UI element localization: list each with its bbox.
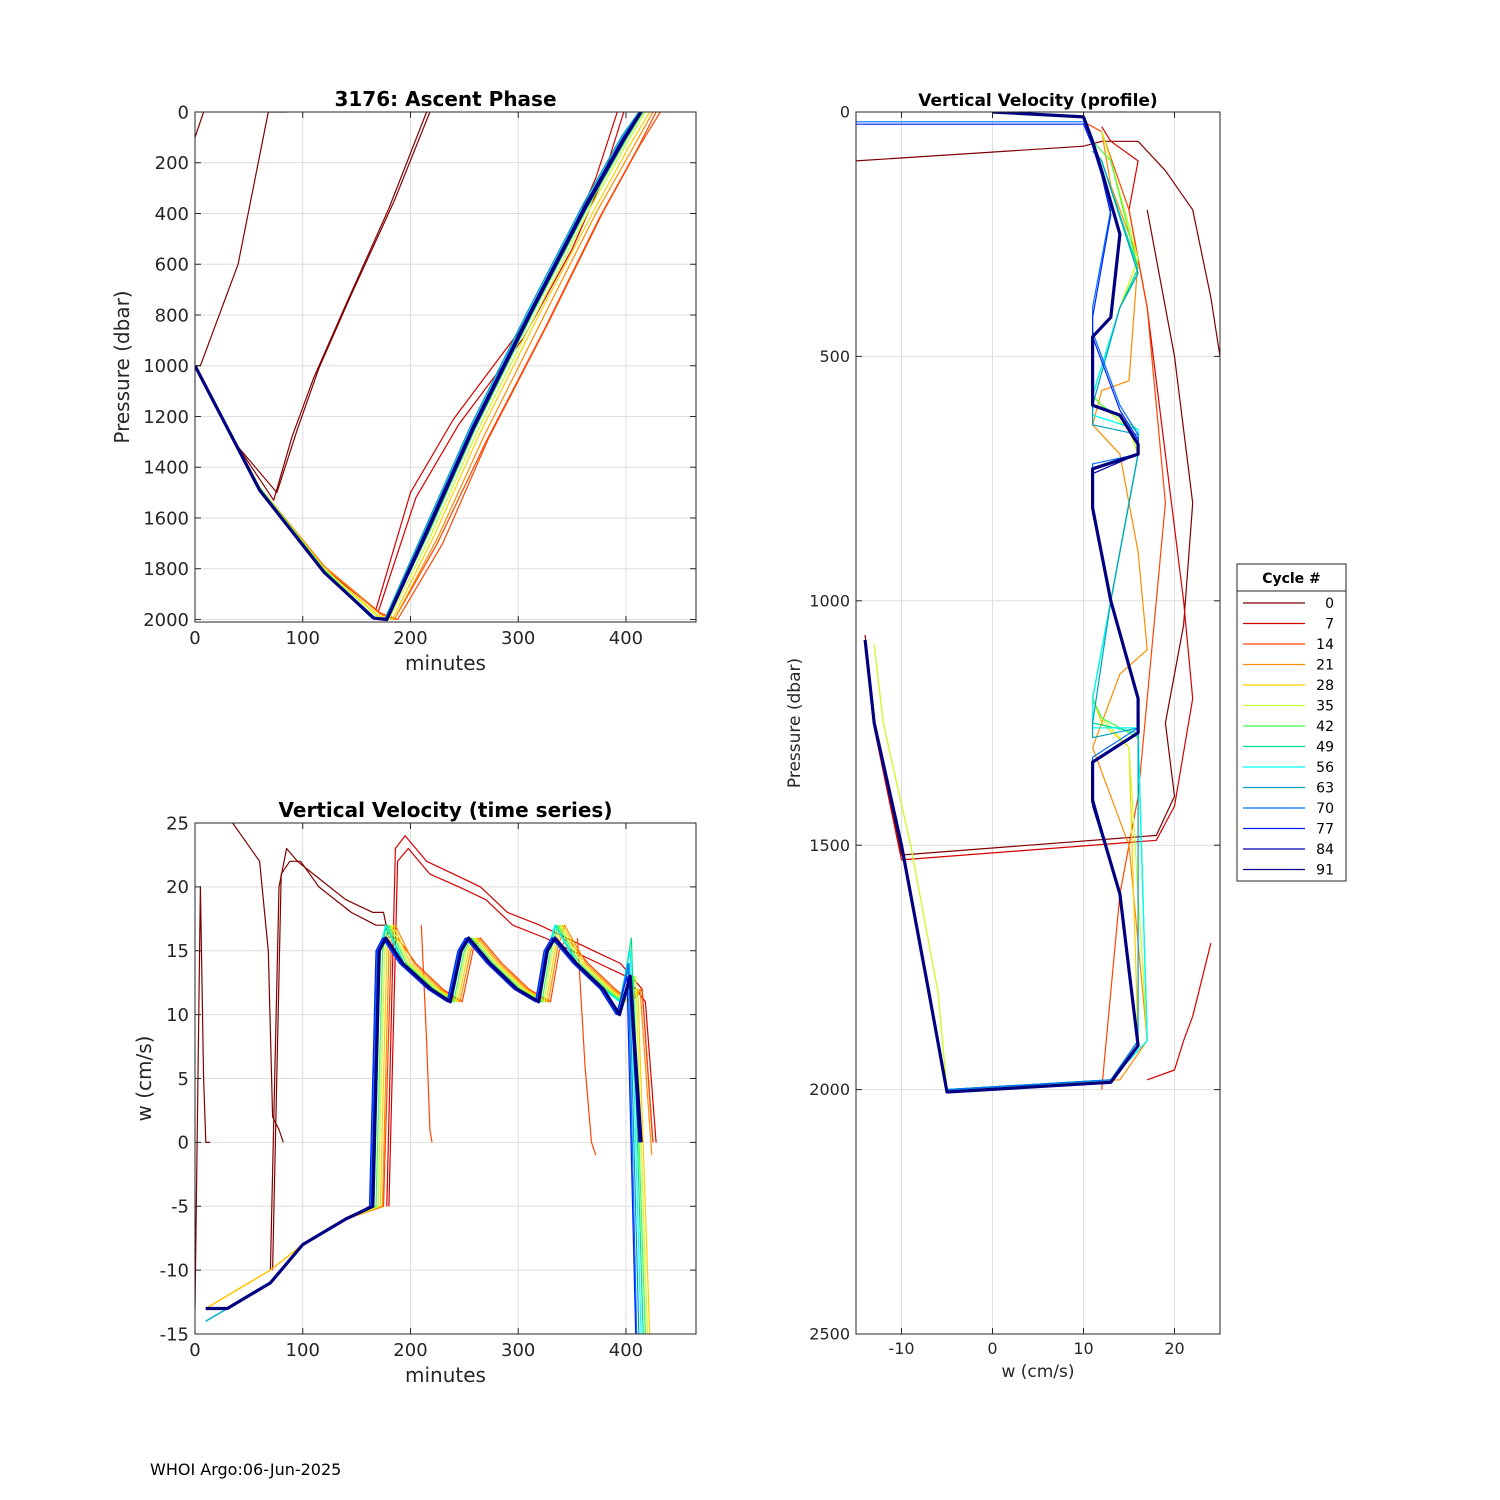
legend-label: 84 <box>1316 842 1334 858</box>
y-tick-label: 1000 <box>809 591 850 610</box>
series-line-cycle-91 <box>205 936 643 1311</box>
series-line-cycle-14 <box>576 937 597 1156</box>
x-tick-label: 100 <box>286 628 320 649</box>
y-tick-label: 0 <box>840 103 850 122</box>
series-group <box>856 112 1220 1094</box>
legend-label: 14 <box>1316 637 1334 653</box>
y-tick-label: 0 <box>178 1133 189 1154</box>
y-tick-label: 2000 <box>809 1080 850 1099</box>
x-tick-label: 200 <box>393 628 427 649</box>
x-tick-label: 20 <box>1164 1339 1184 1358</box>
y-tick-label: 2500 <box>809 1325 850 1344</box>
y-tick-label: 10 <box>166 1005 189 1026</box>
y-tick-label: 1500 <box>809 836 850 855</box>
y-tick-label: 800 <box>155 305 189 326</box>
legend-label: 49 <box>1316 740 1334 756</box>
y-tick-label: 200 <box>155 153 189 174</box>
y-axis-label: Pressure (dbar) <box>785 658 805 788</box>
x-tick-label: 0 <box>189 1340 200 1361</box>
legend-label: 0 <box>1325 596 1334 612</box>
y-tick-label: 20 <box>166 877 189 898</box>
axes-box <box>194 111 697 623</box>
y-tick-label: 600 <box>155 255 189 276</box>
y-tick-label: 1800 <box>143 559 189 580</box>
y-tick-label: 0 <box>178 102 189 123</box>
chart-ascent: 0 100 200 300 400 0 200 400 600 800 1000 1200 1400 16… <box>110 87 697 675</box>
y-tick-label: 400 <box>155 204 189 225</box>
legend-label: 35 <box>1316 699 1334 715</box>
y-tick-label: 25 <box>166 813 189 834</box>
x-tick-label: -10 <box>888 1339 914 1358</box>
series-group <box>195 823 657 1334</box>
series-line-cycle-7 <box>1146 942 1212 1081</box>
chart-title: 3176: Ascent Phase <box>334 87 556 111</box>
x-axis-label: minutes <box>405 651 486 675</box>
series-line-cycle-0 <box>195 112 205 138</box>
legend-label: 70 <box>1316 801 1334 817</box>
chart-profile: -10 0 10 20 0 500 1000 1500 2000 2500 Vertical Vel… <box>785 91 1221 1382</box>
series-line-cycle-0 <box>195 886 211 1309</box>
legend-title: Cycle # <box>1262 571 1321 587</box>
series-line-cycle-0 <box>195 112 428 501</box>
y-tick-label: 2000 <box>143 610 189 631</box>
y-tick-label: 1200 <box>143 407 189 428</box>
y-axis-label: w (cm/s) <box>132 1036 156 1122</box>
series-line-cycle-21 <box>195 112 654 621</box>
y-tick-label: 1000 <box>143 356 189 377</box>
y-axis-label: Pressure (dbar) <box>110 290 134 443</box>
y-tick-label: 5 <box>178 1069 189 1090</box>
chart-title: Vertical Velocity (time series) <box>279 798 613 822</box>
y-tick-label: -10 <box>160 1260 189 1281</box>
y-tick-label: 15 <box>166 941 189 962</box>
x-tick-label: 0 <box>189 628 200 649</box>
legend-label: 42 <box>1316 719 1334 735</box>
series-line-cycle-7 <box>386 835 654 1207</box>
y-tick-label: 1400 <box>143 458 189 479</box>
x-tick-label: 400 <box>609 628 643 649</box>
series-line-cycle-91 <box>863 112 1140 1094</box>
x-tick-label: 400 <box>609 1340 643 1361</box>
legend-label: 63 <box>1316 781 1334 797</box>
plot-area <box>195 112 696 622</box>
series-line-cycle-91 <box>195 112 643 622</box>
legend-label: 91 <box>1316 863 1334 879</box>
chart-timeseries: 0 100 200 300 400 -15 -10 -5 0 5 10 15 20 25 Vertical … <box>132 798 697 1387</box>
x-tick-label: 200 <box>393 1340 427 1361</box>
x-tick-label: 0 <box>987 1339 997 1358</box>
x-axis-label: minutes <box>405 1363 486 1387</box>
x-tick-label: 100 <box>286 1340 320 1361</box>
footer-text: WHOI Argo:06-Jun-2025 <box>150 1460 342 1479</box>
series-line-cycle-0 <box>272 860 392 1271</box>
plot-area <box>856 112 1220 1334</box>
legend-label: 77 <box>1316 822 1334 838</box>
x-tick-label: 300 <box>501 1340 535 1361</box>
y-tick-label: -15 <box>160 1324 189 1345</box>
axes-box <box>855 111 1221 1335</box>
legend: Cycle #0 7 14 21 28 35 42 49 56 63 70 77 84 91 <box>1236 563 1347 882</box>
chart-title: Vertical Velocity (profile) <box>918 91 1157 111</box>
x-tick-label: 300 <box>501 628 535 649</box>
x-tick-label: 10 <box>1073 1339 1093 1358</box>
legend-label: 7 <box>1325 617 1334 633</box>
series-line-cycle-0 <box>195 112 431 494</box>
series-line-cycle-0 <box>232 823 284 1143</box>
series-line-cycle-0 <box>856 140 1220 357</box>
y-tick-label: 1600 <box>143 508 189 529</box>
x-axis-label: w (cm/s) <box>1001 1362 1074 1382</box>
y-tick-label: -5 <box>171 1197 189 1218</box>
legend-label: 21 <box>1316 658 1334 674</box>
y-tick-label: 500 <box>819 347 850 366</box>
series-group <box>195 112 661 622</box>
legend-label: 56 <box>1316 760 1334 776</box>
legend-label: 28 <box>1316 678 1334 694</box>
series-line-cycle-7 <box>864 126 1194 861</box>
